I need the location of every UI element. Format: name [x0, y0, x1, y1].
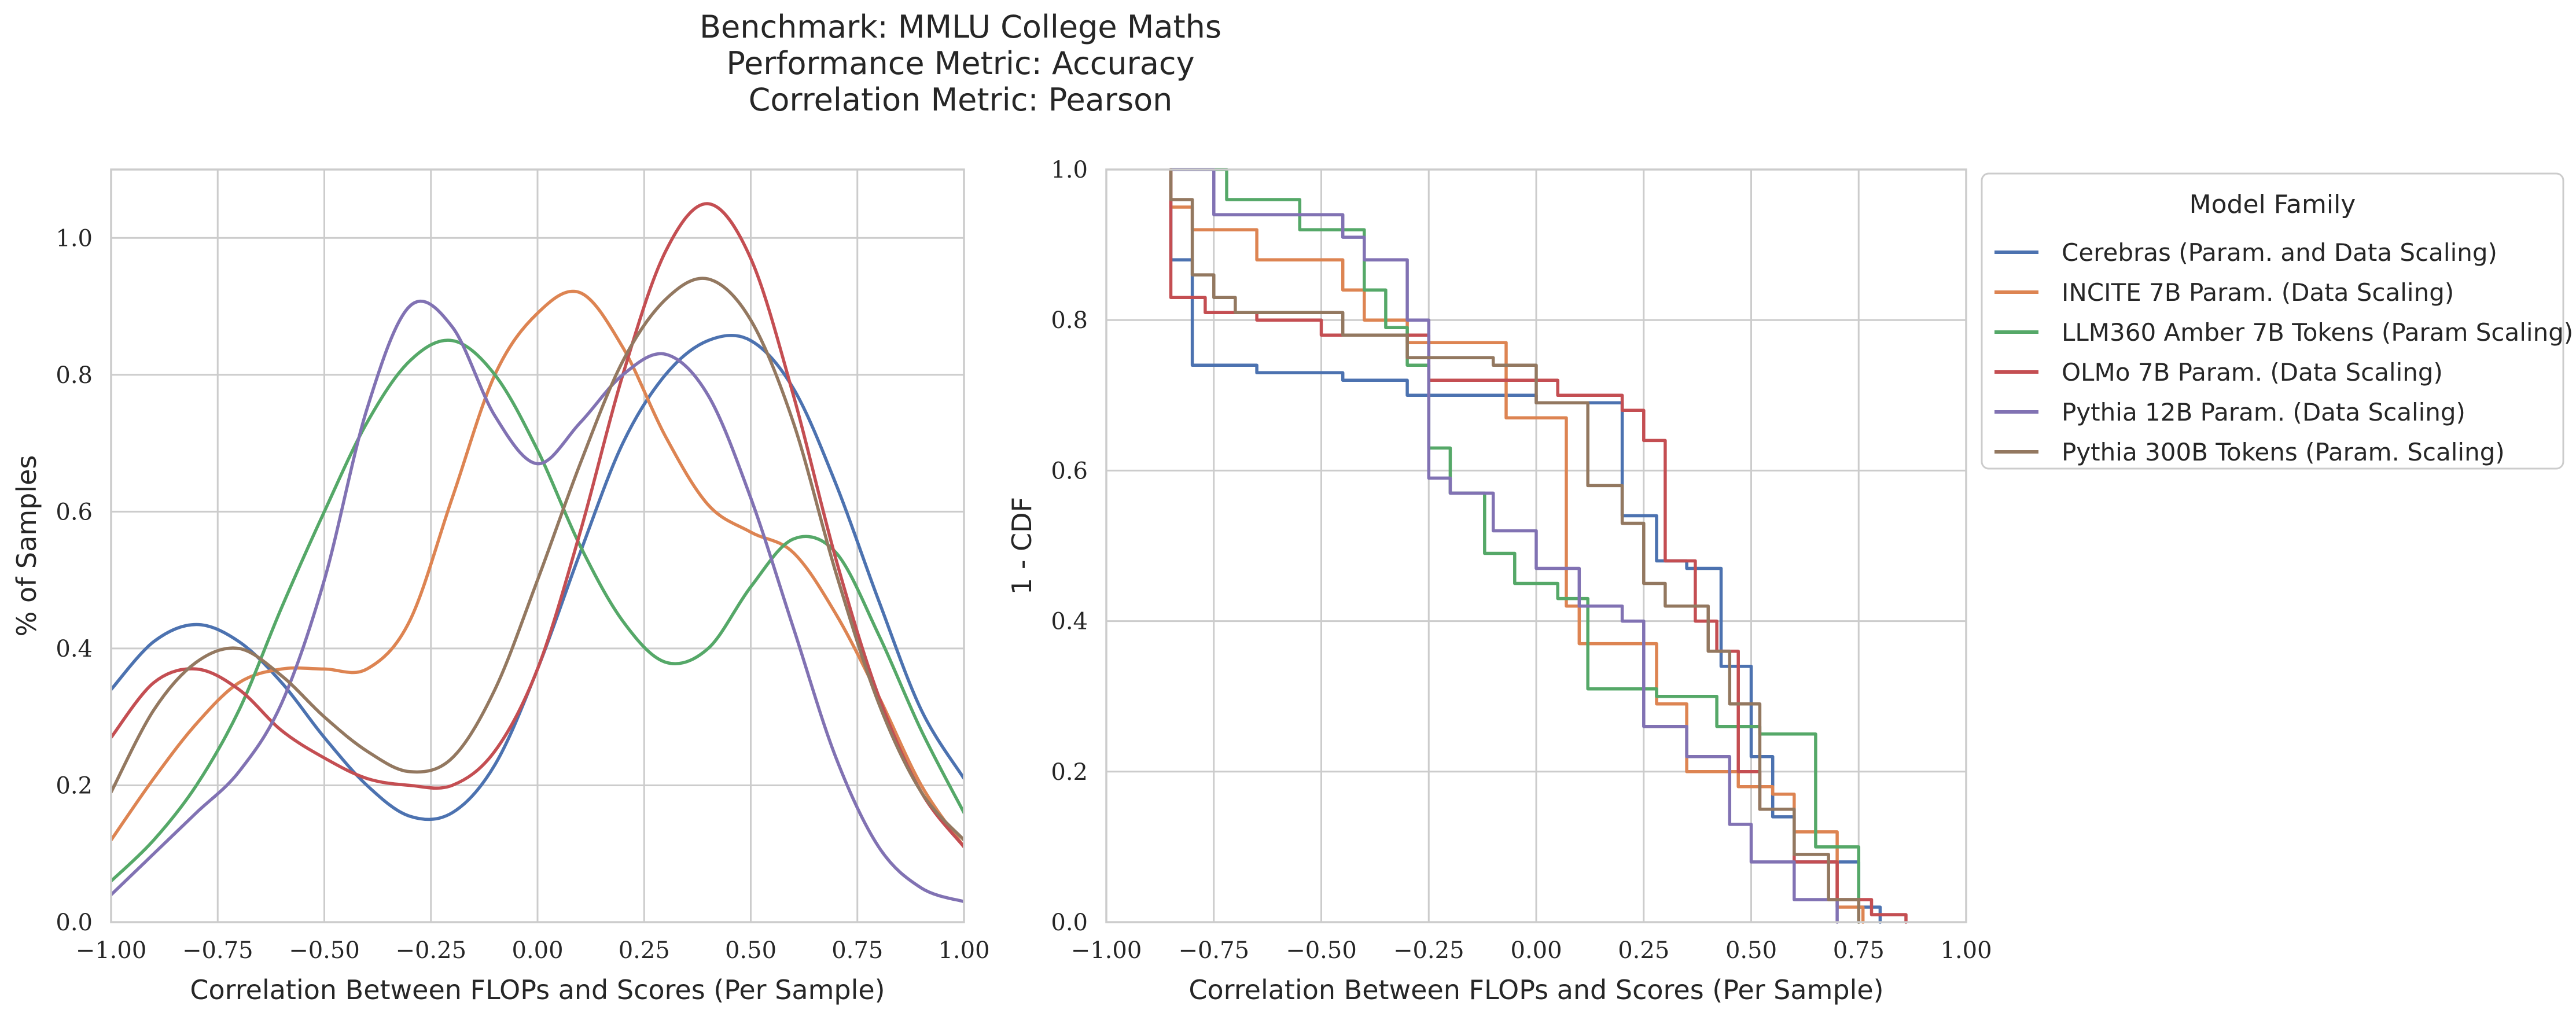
series-line-orange — [111, 289, 964, 849]
axes-frame — [1105, 168, 1967, 923]
title-line-1: Benchmark: MMLU College Maths — [700, 9, 1221, 45]
title-line-2: Performance Metric: Accuracy — [726, 45, 1194, 82]
x-tick-label: 0.25 — [619, 937, 670, 964]
y-tick-label: 0.0 — [1051, 909, 1088, 936]
x-tick-label: −1.00 — [76, 937, 147, 964]
series-line-purple — [1169, 168, 1839, 924]
x-axis-label: Correlation Between FLOPs and Scores (Pe… — [190, 974, 885, 1005]
legend-entry-label: OLMo 7B Param. (Data Scaling) — [2062, 358, 2443, 386]
y-tick-label: 0.8 — [56, 362, 93, 389]
y-tick-label: 0.2 — [1051, 759, 1088, 786]
y-tick-label: 0.4 — [56, 636, 93, 662]
series-line-brown — [111, 277, 964, 842]
legend-entry-label: Pythia 300B Tokens (Param. Scaling) — [2062, 438, 2505, 466]
series-line-red — [111, 202, 964, 849]
y-tick-label: 0.6 — [56, 499, 93, 525]
x-tick-label: 0.25 — [1618, 937, 1669, 964]
legend-box — [1981, 172, 2564, 470]
y-axis-label: 1 - CDF — [1006, 497, 1037, 595]
x-tick-label: 1.00 — [938, 937, 989, 964]
axes-frame — [110, 168, 965, 923]
x-tick-label: −0.25 — [395, 937, 466, 964]
x-tick-label: 0.75 — [831, 937, 883, 964]
y-tick-label: 1.0 — [56, 225, 93, 252]
y-tick-label: 0.6 — [1051, 458, 1088, 484]
series-line-orange — [1169, 168, 1865, 924]
y-axis-label: % of Samples — [11, 455, 42, 637]
legend-title: Model Family — [2189, 190, 2356, 219]
legend-entry-label: INCITE 7B Param. (Data Scaling) — [2062, 278, 2454, 307]
series-group — [1169, 168, 1908, 924]
legend-entry-label: Pythia 12B Param. (Data Scaling) — [2062, 398, 2465, 426]
x-tick-label: −0.50 — [289, 937, 360, 964]
kde-panel: −1.00 −0.75 −0.50 −0.25 0.00 0.25 0.50 0.75 1.00… — [11, 168, 990, 1005]
series-line-green — [1169, 168, 1861, 924]
cdf-panel: −1.00 −0.75 −0.50 −0.25 0.00 0.25 0.50 0.75 1.00… — [1006, 157, 1992, 1005]
series-line-purple — [111, 299, 964, 904]
x-tick-label: 0.50 — [725, 937, 777, 964]
x-tick-label: −0.75 — [1178, 937, 1249, 964]
legend-entry-label: Cerebras (Param. and Data Scaling) — [2062, 238, 2497, 267]
x-tick-label: 1.00 — [1940, 937, 1992, 964]
title-line-3: Correlation Metric: Pearson — [749, 82, 1173, 118]
series-group — [111, 202, 964, 904]
y-tick-label: 0.8 — [1051, 307, 1088, 334]
legend: Model Family Cerebras (Param. and Data Sc… — [1981, 172, 2573, 470]
x-axis-label: Correlation Between FLOPs and Scores (Pe… — [1188, 974, 1883, 1005]
x-tick-label: −0.75 — [182, 937, 253, 964]
x-tick-label: −0.50 — [1286, 937, 1357, 964]
y-tick-label: 0.2 — [56, 772, 93, 799]
y-tick-label: 0.4 — [1051, 609, 1088, 635]
legend-entry-label: LLM360 Amber 7B Tokens (Param Scaling) — [2062, 318, 2573, 347]
x-tick-label: −1.00 — [1071, 937, 1142, 964]
series-line-brown — [1169, 168, 1861, 924]
x-tick-label: −0.25 — [1393, 937, 1464, 964]
figure-title: Benchmark: MMLU College Maths Performanc… — [700, 9, 1221, 118]
x-tick-label: 0.00 — [511, 937, 563, 964]
series-line-red — [1169, 168, 1908, 924]
y-tick-label: 0.0 — [56, 909, 93, 936]
x-tick-label: 0.00 — [1510, 937, 1562, 964]
x-tick-label: 0.50 — [1725, 937, 1777, 964]
y-tick-label: 1.0 — [1051, 157, 1088, 183]
x-tick-label: 0.75 — [1833, 937, 1885, 964]
